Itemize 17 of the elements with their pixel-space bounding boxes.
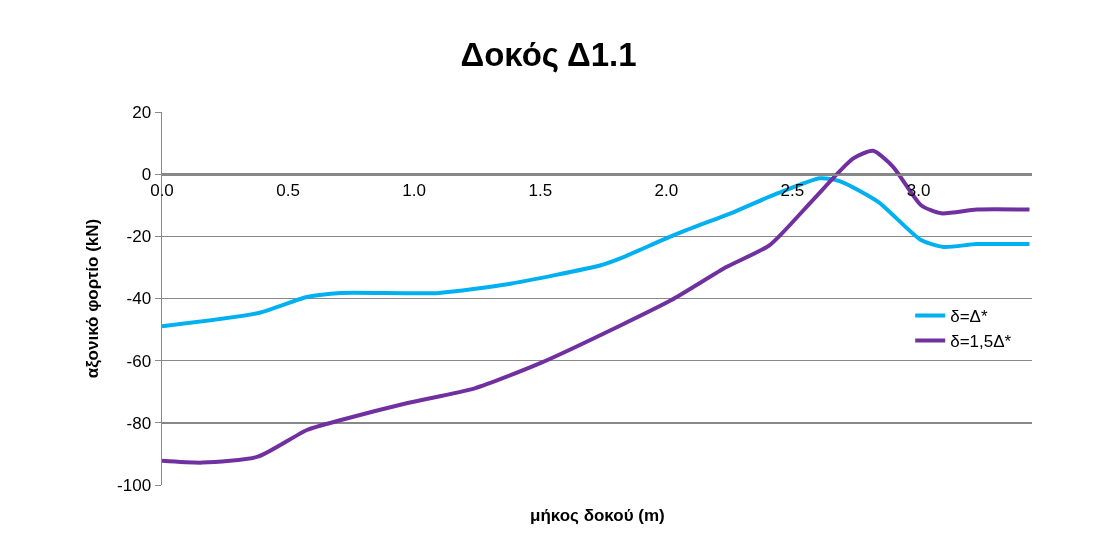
x-tick-label: 0.0 (150, 181, 174, 201)
x-tick-label: 0.5 (276, 181, 300, 201)
x-tick-label: 1.0 (402, 181, 426, 201)
y-tick-label: 0 (141, 165, 152, 185)
x-axis-title: μήκος δοκού (m) (530, 506, 665, 525)
y-tick-label: -100 (117, 475, 152, 495)
y-tick-label: 20 (132, 102, 152, 122)
x-tick-label: 1.5 (528, 181, 553, 201)
chart-title: Δοκός Δ1.1 (460, 36, 637, 74)
y-tick-label: -80 (126, 413, 152, 433)
y-tick-label: -20 (126, 227, 152, 247)
y-tick-label: -60 (126, 351, 152, 371)
y-axis-title: αξονικό φορτίο (kN) (82, 218, 102, 379)
legend-label: δ=Δ* (950, 307, 988, 327)
x-tick-label: 2.0 (654, 181, 679, 201)
legend-label: δ=1,5Δ* (950, 332, 1012, 352)
y-tick-label: -40 (126, 289, 152, 309)
